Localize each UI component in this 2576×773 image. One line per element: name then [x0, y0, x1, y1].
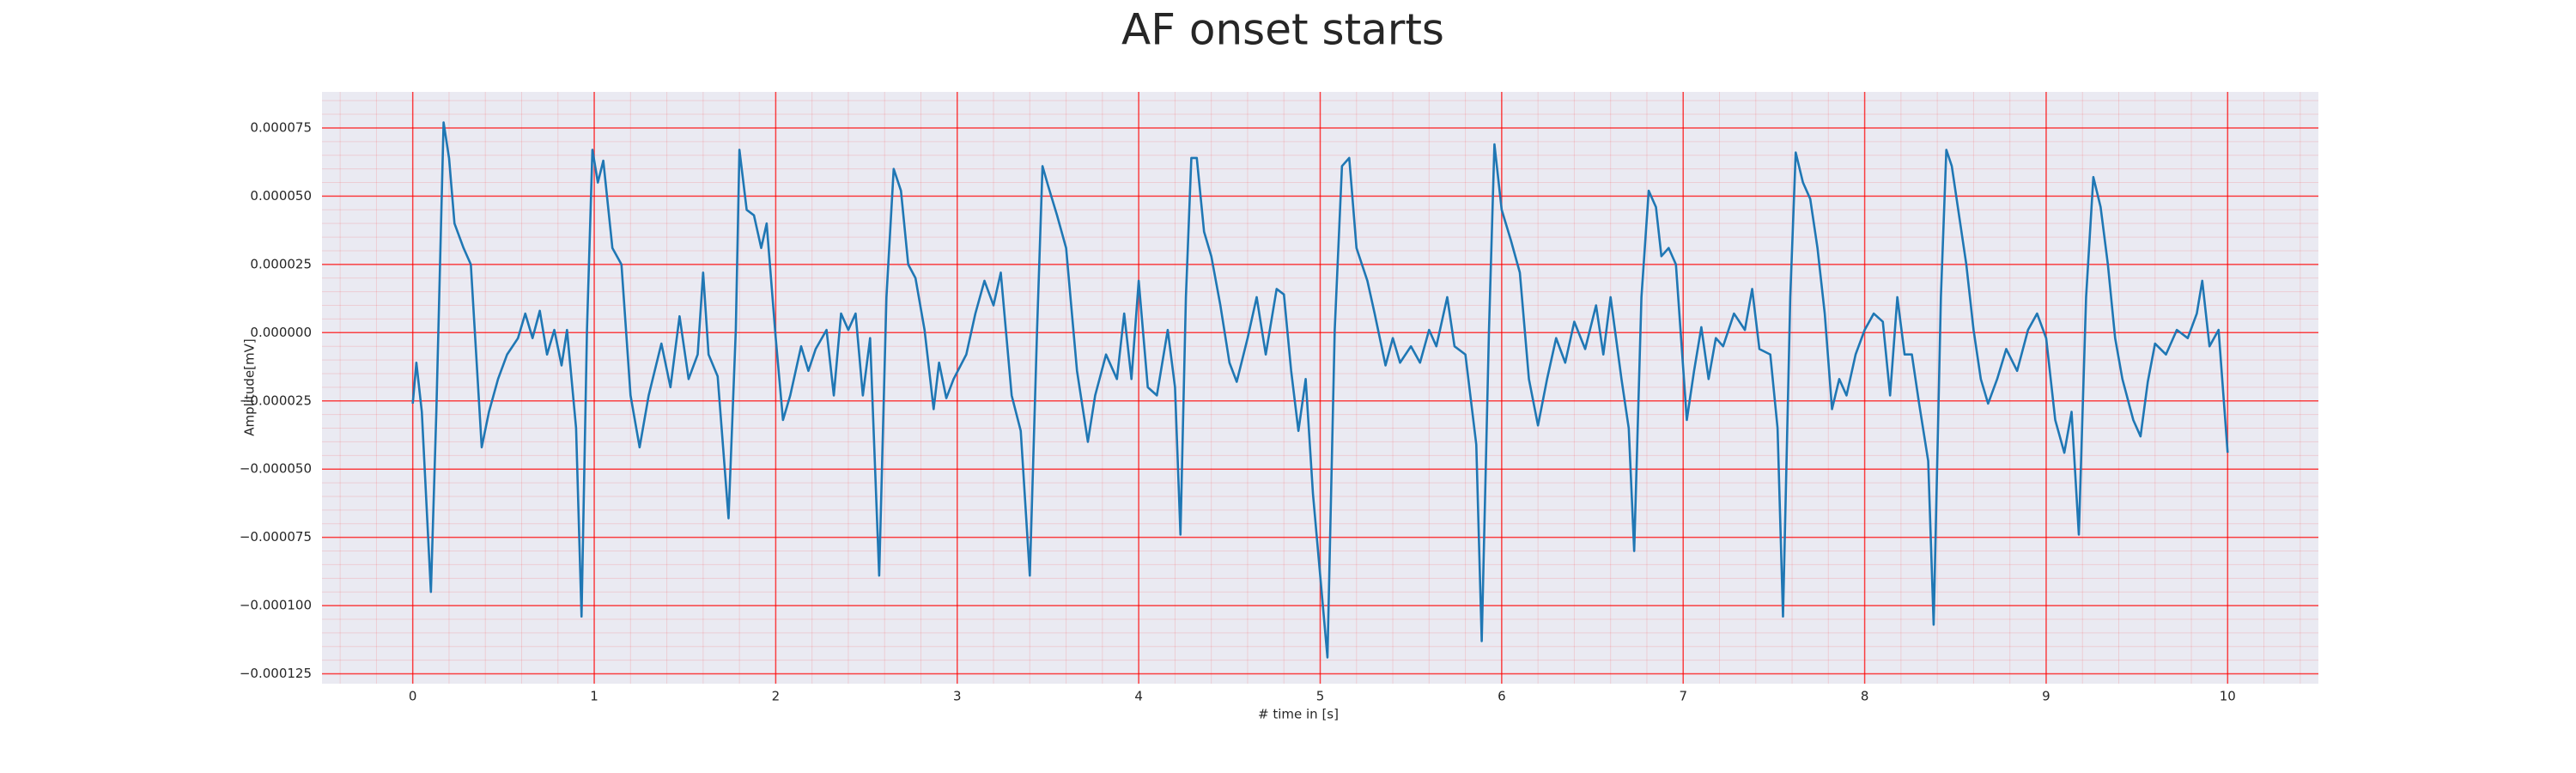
- y-tick-label: −0.000075: [240, 529, 312, 545]
- grid: [322, 92, 2318, 684]
- y-axis-label: Amplitude[mV]: [242, 338, 258, 435]
- x-axis-label: # time in [s]: [1258, 707, 1339, 722]
- y-tick-label: −0.000050: [240, 461, 312, 477]
- x-tick-label: 5: [1316, 689, 1325, 704]
- y-tick-label: 0.000050: [250, 188, 312, 204]
- signal-line: [411, 121, 2229, 659]
- y-tick-label: 0.000075: [250, 119, 312, 135]
- x-tick-label: 0: [409, 689, 417, 704]
- x-tick-label: 7: [1679, 689, 1687, 704]
- x-tick-label: 8: [1861, 689, 1869, 704]
- y-tick-label: 0.000025: [250, 256, 312, 271]
- y-tick-label: −0.000125: [240, 666, 312, 681]
- y-tick-label: −0.000100: [240, 598, 312, 613]
- x-tick-label: 4: [1134, 689, 1143, 704]
- y-tick-label: −0.000025: [240, 393, 312, 408]
- x-tick-label: 3: [953, 689, 962, 704]
- y-tick-label: 0.000000: [250, 325, 312, 340]
- x-tick-label: 9: [2042, 689, 2050, 704]
- tick-labels: 0 1 2 3 4 5 6 7 8 9 10 0.000075 0.000050 0.000025 0.00…: [240, 119, 2236, 703]
- x-tick-label: 6: [1498, 689, 1506, 704]
- x-tick-label: 1: [590, 689, 598, 704]
- x-tick-label: 10: [2220, 689, 2236, 704]
- chart-title: AF onset starts: [1121, 5, 1444, 55]
- x-tick-label: 2: [772, 689, 781, 704]
- plot-lines: [411, 121, 2229, 659]
